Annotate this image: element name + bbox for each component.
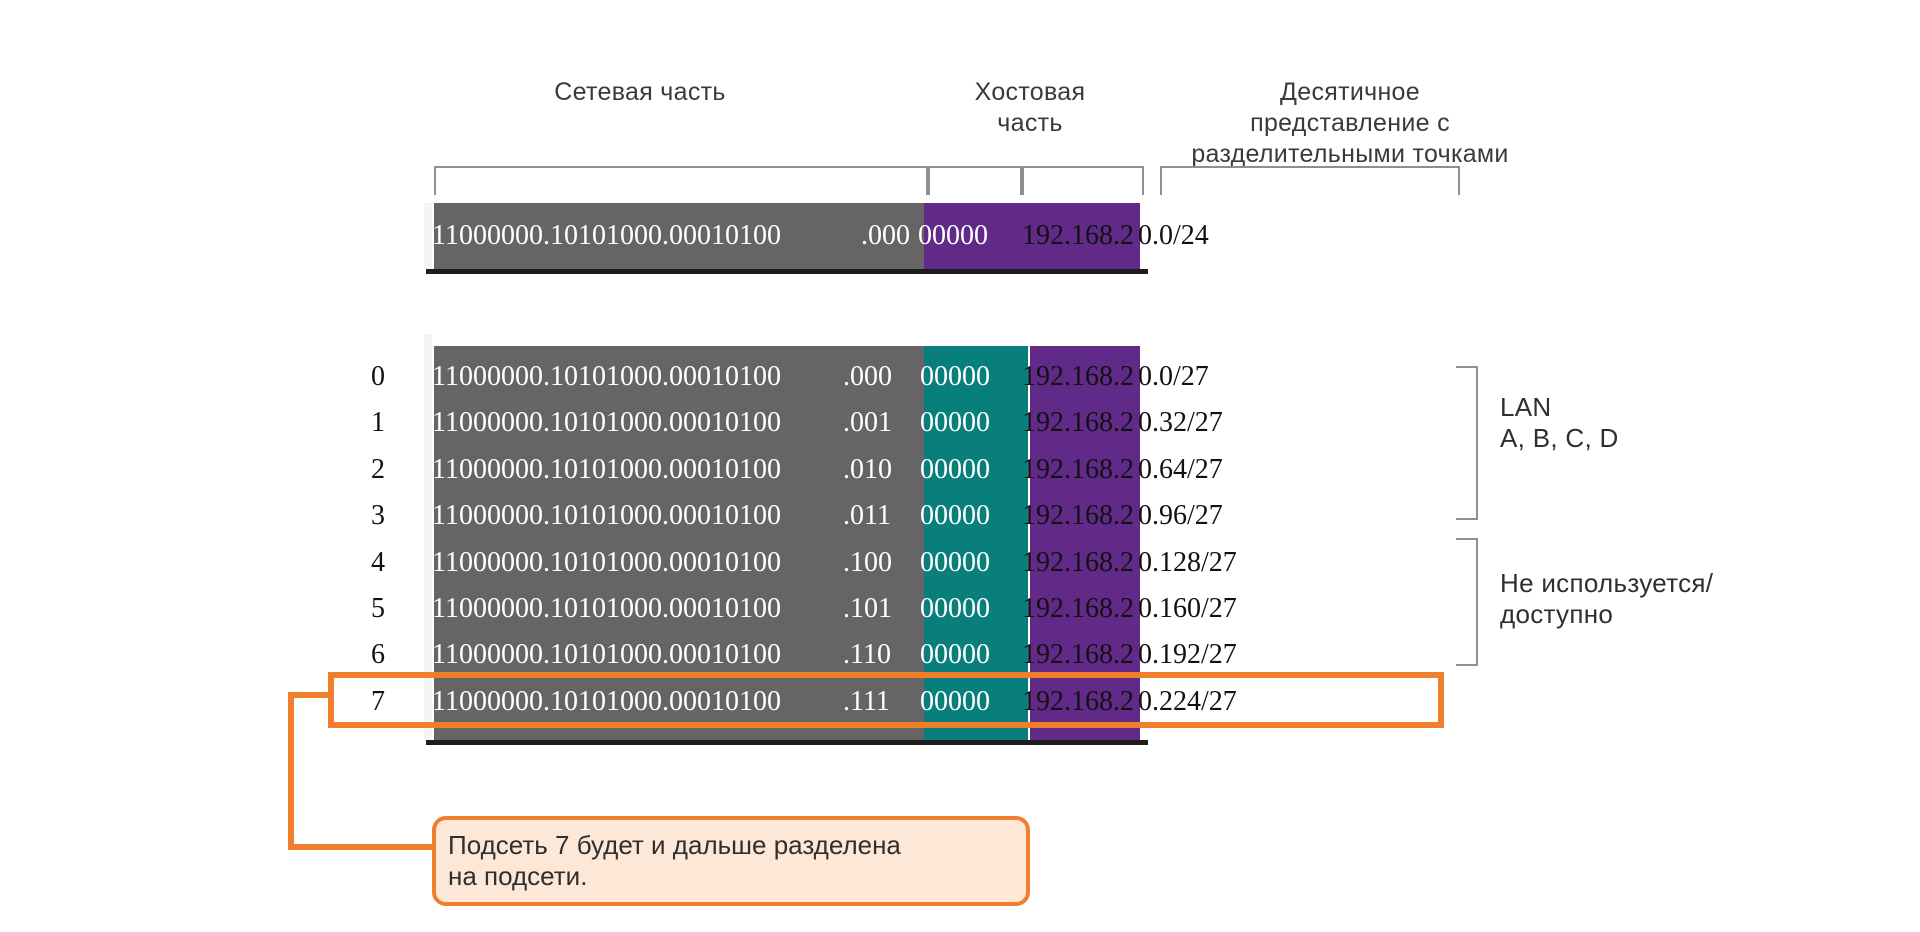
dotted-decimal-header-line1: Десятичное <box>1280 78 1420 106</box>
row-binary-network: 11000000.10101000.00010100 <box>432 639 781 670</box>
lan-group-label: LAN A, B, C, D <box>1500 392 1619 454</box>
row-dotted-a: 192.168.2 <box>1022 361 1134 392</box>
row-binary-network: 11000000.10101000.00010100 <box>432 593 781 624</box>
lan-group-label-line1: LAN <box>1500 392 1552 422</box>
host-part-bracket-b <box>1022 166 1144 195</box>
callout-connector-vertical <box>288 692 294 850</box>
row-dotted-a: 192.168.2 <box>1022 686 1134 717</box>
top-block-edge <box>424 203 432 269</box>
row-host-bits: 00000 <box>920 407 990 438</box>
row-dotted-a: 192.168.2 <box>1022 500 1134 531</box>
row-number: 4 <box>371 547 385 578</box>
top-address-block: 11000000.10101000.00010100 .000 00000 19… <box>424 203 1209 275</box>
row-subnet-bits: .011 <box>843 500 891 531</box>
row-subnet-bits: .000 <box>843 361 892 392</box>
row-subnet-bits: .100 <box>843 547 892 578</box>
row-host-bits: 00000 <box>920 593 990 624</box>
row-host-bits: 00000 <box>920 361 990 392</box>
row-7-highlight <box>328 672 1444 728</box>
callout-connector-bottom <box>288 844 434 850</box>
row-binary-network: 11000000.10101000.00010100 <box>432 454 781 485</box>
top-block-shadow <box>426 269 1148 274</box>
lan-group-label-line2: A, B, C, D <box>1500 423 1619 453</box>
subnet-7-callout: Подсеть 7 будет и дальше разделена на по… <box>432 816 1030 906</box>
unused-group-label-line2: доступно <box>1500 599 1614 629</box>
top-network-segment <box>434 203 924 269</box>
host-part-header-line1: Хостовая <box>974 78 1086 106</box>
row-host-bits: 00000 <box>920 454 990 485</box>
callout-line2: на подсети. <box>448 861 588 891</box>
row-subnet-bits: .001 <box>843 407 892 438</box>
row-number: 7 <box>371 686 385 717</box>
top-dotted-b: 0.0/24 <box>1138 220 1209 251</box>
row-dotted-b: 0.192/27 <box>1138 639 1237 670</box>
row-binary-network: 11000000.10101000.00010100 <box>432 407 781 438</box>
row-dotted-b: 0.96/27 <box>1138 500 1223 531</box>
row-dotted-a: 192.168.2 <box>1022 547 1134 578</box>
row-dotted-b: 0.160/27 <box>1138 593 1237 624</box>
row-dotted-a: 192.168.2 <box>1022 639 1134 670</box>
row-binary-network: 11000000.10101000.00010100 <box>432 547 781 578</box>
dotted-decimal-header-line2: представление с <box>1250 109 1450 137</box>
row-binary-network: 11000000.10101000.00010100 <box>432 500 781 531</box>
row-host-bits: 00000 <box>920 686 990 717</box>
unused-group-bracket <box>1456 538 1478 666</box>
host-part-header: Хостовая часть <box>920 77 1140 139</box>
row-host-bits: 00000 <box>920 639 990 670</box>
row-dotted-b: 0.224/27 <box>1138 686 1237 717</box>
lan-group-bracket <box>1456 366 1478 520</box>
top-binary-network: 11000000.10101000.00010100 <box>432 220 781 251</box>
table-block-edge <box>424 334 432 740</box>
row-binary-network: 11000000.10101000.00010100 <box>432 686 781 717</box>
row-subnet-bits: .110 <box>843 639 891 670</box>
row-subnet-bits: .010 <box>843 454 892 485</box>
host-part-header-line2: часть <box>997 109 1063 137</box>
row-dotted-b: 0.64/27 <box>1138 454 1223 485</box>
row-dotted-a: 192.168.2 <box>1022 593 1134 624</box>
row-number: 1 <box>371 407 385 438</box>
row-subnet-bits: .101 <box>843 593 892 624</box>
dotted-decimal-bracket <box>1160 166 1460 195</box>
row-host-bits: 00000 <box>920 547 990 578</box>
top-host-segment <box>924 203 1140 269</box>
row-subnet-bits: .111 <box>843 686 890 717</box>
network-part-bracket <box>434 166 928 195</box>
network-part-header: Сетевая часть <box>554 78 726 106</box>
table-block-shadow <box>426 740 1148 745</box>
callout-connector-top <box>288 692 332 698</box>
unused-group-label-line1: Не используется/ <box>1500 568 1714 598</box>
top-binary-host-a: .000 <box>861 220 910 251</box>
dotted-decimal-header-line3: разделительными точками <box>1191 140 1509 168</box>
row-binary-network: 11000000.10101000.00010100 <box>432 361 781 392</box>
top-dotted-a: 192.168.2 <box>1022 220 1134 251</box>
row-number: 2 <box>371 454 385 485</box>
row-number: 3 <box>371 500 385 531</box>
row-dotted-b: 0.32/27 <box>1138 407 1223 438</box>
callout-line1: Подсеть 7 будет и дальше разделена <box>448 830 901 860</box>
row-number: 6 <box>371 639 385 670</box>
row-dotted-b: 0.128/27 <box>1138 547 1237 578</box>
row-dotted-b: 0.0/27 <box>1138 361 1209 392</box>
dotted-decimal-header: Десятичное представление с разделительны… <box>1140 77 1560 170</box>
row-number: 0 <box>371 361 385 392</box>
top-binary-host-b: 00000 <box>918 220 988 251</box>
host-part-bracket-a <box>928 166 1022 195</box>
row-dotted-a: 192.168.2 <box>1022 407 1134 438</box>
row-host-bits: 00000 <box>920 500 990 531</box>
row-number: 5 <box>371 593 385 624</box>
unused-group-label: Не используется/ доступно <box>1500 568 1713 630</box>
row-dotted-a: 192.168.2 <box>1022 454 1134 485</box>
